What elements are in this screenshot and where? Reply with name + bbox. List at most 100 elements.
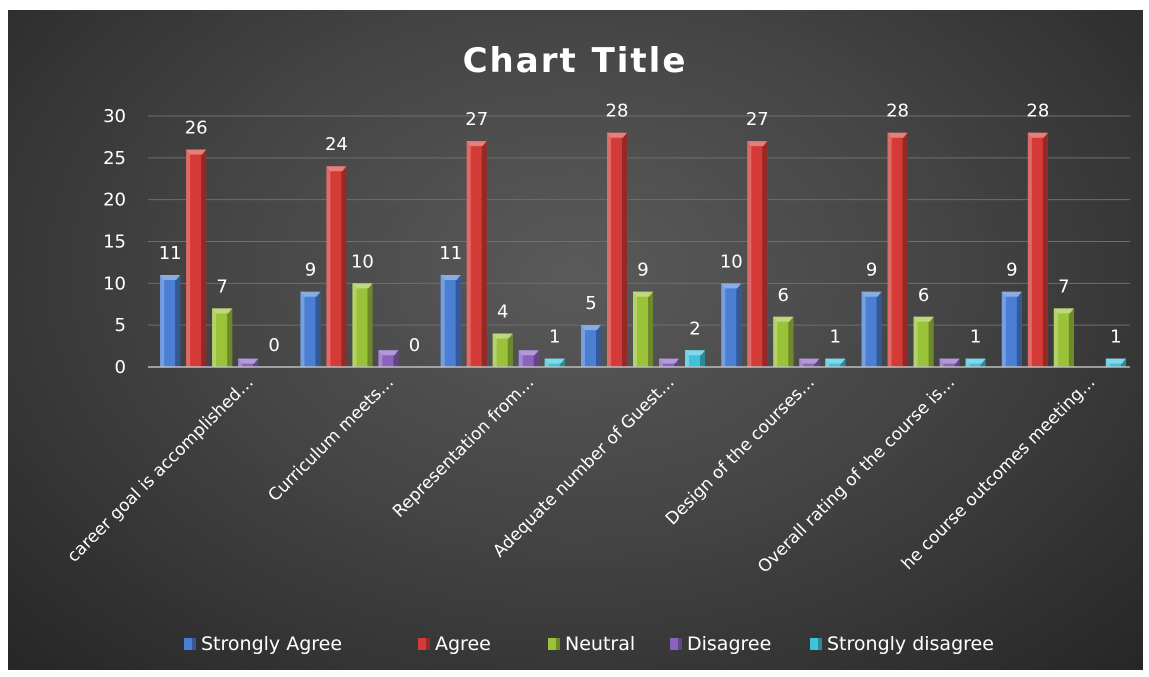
bar-highlight	[544, 358, 549, 367]
bar	[544, 358, 565, 367]
bar-highlight	[378, 350, 383, 367]
bar-shadow	[253, 358, 259, 367]
bar	[773, 316, 794, 367]
bar-shadow	[341, 166, 347, 367]
bar-highlight	[799, 358, 804, 367]
bar	[300, 291, 321, 367]
bar-shadow	[227, 308, 233, 367]
bar-bevel	[1001, 291, 1022, 297]
bar-shadow	[674, 358, 679, 367]
bar-highlight	[633, 291, 637, 367]
legend-swatch-shadow	[426, 638, 430, 650]
data-label: 27	[465, 109, 488, 130]
legend-entry: Strongly disagree	[810, 633, 994, 655]
legend-swatch-shadow	[192, 638, 196, 650]
bar	[633, 291, 653, 367]
legend-swatch-shadow	[556, 638, 560, 650]
bar-highlight	[352, 283, 357, 367]
bar-shadow	[700, 350, 705, 367]
bar-shadow	[902, 132, 908, 367]
data-label: 24	[325, 134, 348, 155]
bar-highlight	[1105, 358, 1110, 367]
bar-shadow	[788, 316, 794, 367]
bar-shadow	[876, 291, 882, 367]
bar-bevel	[518, 350, 539, 356]
legend-label: Strongly disagree	[827, 633, 994, 655]
bar-bevel	[326, 166, 347, 172]
bar-bevel	[581, 325, 601, 331]
bar	[1001, 291, 1022, 367]
bar-shadow	[1068, 308, 1074, 367]
bar	[887, 132, 908, 367]
bars	[160, 132, 1126, 367]
bar	[913, 316, 934, 367]
bar-highlight	[492, 333, 497, 367]
bar	[659, 358, 679, 367]
bar-bevel	[685, 350, 705, 356]
bar-bevel	[773, 316, 794, 322]
bar	[799, 358, 820, 367]
bar-bevel	[352, 283, 373, 289]
bar-bevel	[965, 358, 986, 364]
bar-highlight	[1053, 308, 1058, 367]
bar	[1053, 308, 1074, 367]
bar-shadow	[840, 358, 846, 367]
y-tick-label: 5	[115, 315, 126, 336]
bar	[466, 141, 487, 367]
bar	[492, 333, 513, 367]
legend-entry: Strongly Agree	[184, 633, 342, 655]
y-tick-label: 30	[103, 106, 126, 127]
bar-highlight	[861, 291, 866, 367]
bar-shadow	[814, 358, 820, 367]
bar-bevel	[1105, 358, 1126, 364]
data-label: 1	[1110, 327, 1121, 348]
bar-bevel	[633, 291, 653, 297]
bar	[212, 308, 233, 367]
data-label: 28	[886, 101, 909, 122]
data-label: 6	[918, 285, 929, 306]
legend-entry: Disagree	[670, 633, 771, 655]
bar-shadow	[315, 291, 321, 367]
bar-highlight	[747, 141, 752, 367]
bar-bevel	[160, 274, 181, 280]
bar-shadow	[201, 149, 207, 367]
bar-bevel	[721, 283, 742, 289]
bar	[352, 283, 373, 367]
bar-bevel	[607, 132, 627, 138]
legend-label: Disagree	[687, 633, 771, 655]
bar	[965, 358, 986, 367]
y-tick-label: 0	[115, 357, 126, 378]
bar-highlight	[160, 274, 165, 367]
legend-swatch-shadow	[678, 638, 682, 650]
bar-highlight	[238, 358, 243, 367]
bar-bevel	[861, 291, 882, 297]
legend-swatch-shadow	[818, 638, 822, 650]
bar-highlight	[300, 291, 305, 367]
bar-shadow	[559, 358, 565, 367]
data-label: 1	[970, 327, 981, 348]
bar-highlight	[965, 358, 970, 367]
legend-label: Neutral	[565, 633, 635, 655]
legend-label: Agree	[435, 633, 491, 655]
bar-highlight	[518, 350, 523, 367]
bar-bevel	[825, 358, 846, 364]
bar	[861, 291, 882, 367]
bar-highlight	[607, 132, 611, 367]
bar-bevel	[544, 358, 565, 364]
bar-bevel	[238, 358, 259, 364]
bar-shadow	[762, 141, 768, 367]
bar-highlight	[466, 141, 471, 367]
bar-highlight	[581, 325, 585, 367]
bar-highlight	[685, 350, 689, 367]
x-tick-label: Design of the courses…	[662, 372, 819, 529]
data-label: 5	[585, 293, 596, 314]
data-label: 11	[439, 243, 462, 264]
data-label: 7	[1058, 276, 1069, 297]
bar-shadow	[954, 358, 960, 367]
data-label: 2	[689, 318, 700, 339]
x-tick-label: Curriculum meets…	[265, 372, 398, 505]
bar	[747, 141, 768, 367]
chart-title: Chart Title	[463, 41, 688, 81]
bar	[939, 358, 960, 367]
bar-bevel	[492, 333, 513, 339]
